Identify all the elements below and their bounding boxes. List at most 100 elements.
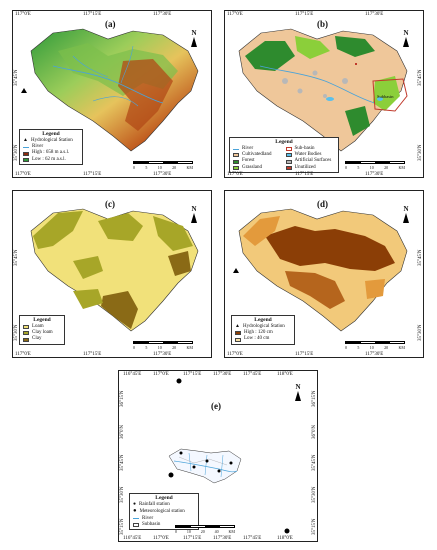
right-tick-e-3: 35°30'N — [312, 486, 317, 503]
subbasin-swatch-e — [133, 523, 139, 527]
scale-d-2: 10 — [369, 344, 374, 350]
scale-unit-e: KM — [228, 528, 235, 534]
map-panel-landuse: Subbasin 117°0'E 117°15'E 117°30'E 35°45… — [224, 10, 424, 178]
north-label-a: N — [191, 29, 197, 37]
legend-b: Legend River Sub-basin Cultivatedland Wa… — [229, 137, 339, 173]
panel-label-e: (e) — [211, 401, 221, 411]
subbasin-outline — [372, 78, 408, 112]
subbasin-swatch — [285, 147, 292, 151]
landuse-map — [238, 28, 408, 152]
soil-depth-map — [233, 208, 408, 332]
legend-item-b-5: Artificial Surfaces — [294, 158, 332, 164]
legend-item-b-3: Water Bodies — [294, 152, 322, 158]
legend-item-e-0: Rainfall station — [139, 501, 170, 507]
north-arrow-d: N — [403, 205, 409, 223]
right-tick-b-1: 35°30'N — [418, 144, 423, 161]
top-tick-a-2: 117°30'E — [153, 12, 172, 17]
panel-label-a: (a) — [105, 19, 116, 29]
legend-title-a: Legend — [42, 131, 60, 137]
bottom-tick-a-1: 117°15'E — [83, 172, 102, 177]
left-tick-e-3: 35°30'N — [120, 486, 125, 503]
bottom-tick-b-0: 117°0'E — [227, 172, 243, 177]
bottom-tick-c-0: 117°0'E — [15, 352, 31, 357]
left-tick-e-2: 35°45'N — [120, 454, 125, 471]
scale-b-0: 0 — [345, 164, 347, 170]
bottom-tick-a-2: 117°30'E — [153, 172, 172, 177]
scale-unit-a: KM — [186, 164, 193, 170]
top-tick-e-2: 117°15'E — [183, 372, 202, 377]
scale-e-3: 40 — [214, 528, 219, 534]
legend-item-a-3: Low : 62 m a.s.l. — [32, 156, 66, 162]
legend-title-e: Legend — [155, 495, 173, 501]
forest-swatch — [233, 159, 239, 164]
hydrological-station-icon: ▲ — [235, 323, 240, 329]
scale-a-2: 10 — [157, 164, 162, 170]
sub-label: Subbasin — [377, 94, 394, 99]
panel-label-c: (c) — [105, 199, 115, 209]
bottom-tick-e-1: 117°0'E — [153, 536, 169, 541]
north-label-d: N — [403, 205, 409, 213]
scale-e-1: 10 — [186, 528, 191, 534]
legend-item-d-0: Hydrological Station — [242, 323, 285, 329]
legend-item-b-1: Sub-basin — [294, 145, 315, 151]
left-tick-a-0: 35°45'N — [14, 69, 19, 86]
bottom-tick-e-3: 117°30'E — [213, 536, 232, 541]
top-tick-e-1: 117°0'E — [153, 372, 169, 377]
scale-a-3: 20 — [172, 164, 177, 170]
depth-high-swatch — [235, 331, 241, 336]
scale-c-2: 10 — [157, 344, 162, 350]
legend-item-c-1: Clay loam — [32, 330, 53, 336]
legend-title-b: Legend — [275, 139, 293, 145]
right-tick-e-2: 35°45'N — [312, 454, 317, 471]
scale-bar-e: 0 10 20 40 KM — [175, 525, 235, 534]
legend-item-d-2: Low : 40 cm — [244, 336, 270, 342]
bottom-tick-b-2: 117°30'E — [365, 172, 384, 177]
river-line-icon — [23, 146, 29, 148]
river-line-icon — [233, 148, 239, 150]
scale-a-0: 0 — [133, 164, 135, 170]
map-panel-soil-texture: 35°45'N 35°30'N (c) N Legend Loam Clay l… — [12, 190, 212, 358]
legend-item-a-2: High : 658 m a.s.l. — [32, 150, 70, 156]
panel-label-d: (d) — [317, 199, 328, 209]
north-arrow-e: N — [295, 383, 301, 401]
cultivated-swatch — [233, 153, 239, 158]
scale-b-3: 20 — [384, 164, 389, 170]
bottom-tick-e-5: 118°0'E — [277, 536, 293, 541]
bottom-tick-c-2: 117°30'E — [153, 352, 172, 357]
scale-unit-b: KM — [398, 164, 405, 170]
left-tick-e-0: 36°15'N — [120, 390, 125, 407]
panel-label-b: (b) — [317, 19, 328, 29]
right-tick-b-0: 35°45'N — [418, 69, 423, 86]
top-tick-e-0: 116°45'E — [123, 372, 142, 377]
bottom-tick-d-1: 117°15'E — [295, 352, 314, 357]
meteorological-station-0 — [176, 378, 182, 384]
bottom-tick-e-4: 117°45'E — [243, 536, 262, 541]
legend-item-b-0: River — [242, 145, 254, 151]
north-label-c: N — [191, 205, 197, 213]
rainfall-station-3 — [217, 469, 221, 473]
dem-low-swatch — [23, 157, 29, 162]
bottom-tick-a-0: 117°0'E — [15, 172, 31, 177]
bottom-tick-c-1: 117°15'E — [83, 352, 102, 357]
legend-item-b-6: Grassland — [242, 164, 262, 170]
right-tick-d-0: 35°45'N — [418, 249, 423, 266]
meteorological-station-2 — [284, 528, 290, 534]
map-panel-stations: 116°45'E 117°0'E 117°15'E 117°30'E 117°4… — [118, 370, 318, 542]
soil-texture-map — [30, 208, 199, 332]
north-label-b: N — [403, 29, 409, 37]
bottom-tick-d-0: 117°0'E — [227, 352, 243, 357]
legend-item-a-0: Hydrological Station — [30, 137, 73, 143]
rainfall-station-2 — [205, 459, 209, 463]
clay-swatch — [23, 337, 29, 342]
artificial-swatch — [285, 159, 292, 164]
scale-b-2: 10 — [369, 164, 374, 170]
legend-item-b-4: Forest — [242, 158, 255, 164]
right-tick-e-0: 36°15'N — [312, 390, 317, 407]
legend-title-c: Legend — [33, 317, 51, 323]
legend-item-b-7: Unutilized — [294, 164, 316, 170]
scale-b-1: 5 — [357, 164, 360, 170]
legend-item-a-1: River — [32, 144, 44, 150]
legend-a: Legend ▲ Hydrological Station River High … — [19, 129, 83, 165]
top-tick-e-5: 118°0'E — [277, 372, 293, 377]
hydrological-station-icon: ▲ — [23, 137, 28, 143]
